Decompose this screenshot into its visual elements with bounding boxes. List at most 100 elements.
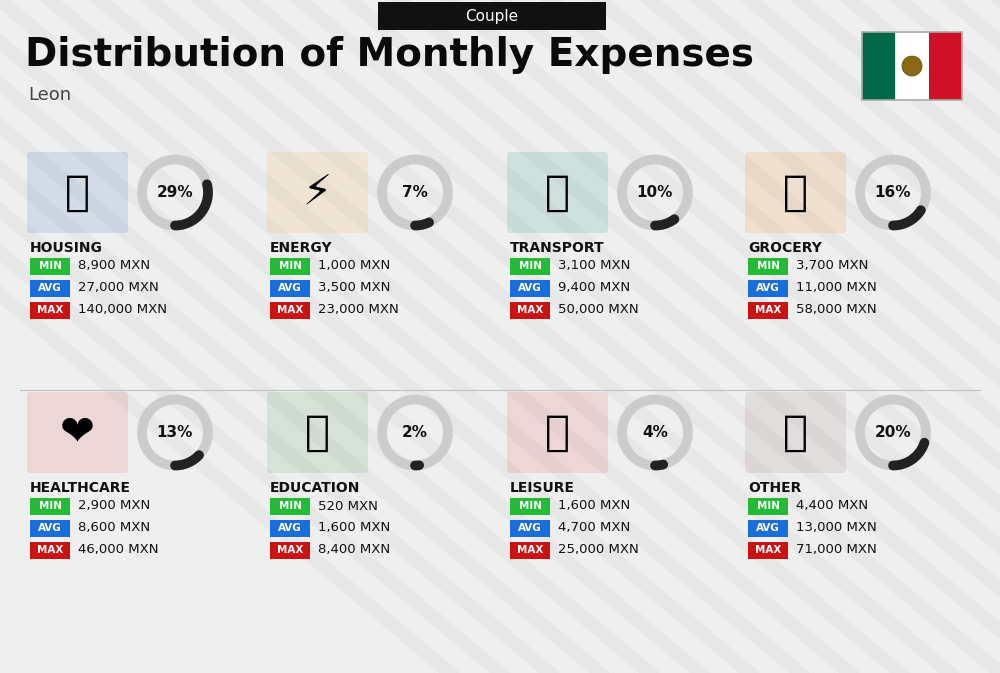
- Text: MIN: MIN: [757, 501, 780, 511]
- Text: 23,000 MXN: 23,000 MXN: [318, 304, 399, 316]
- FancyBboxPatch shape: [378, 2, 606, 30]
- Text: 9,400 MXN: 9,400 MXN: [558, 281, 630, 295]
- FancyBboxPatch shape: [748, 302, 788, 318]
- Text: 🚌: 🚌: [545, 172, 570, 213]
- FancyBboxPatch shape: [270, 302, 310, 318]
- Text: AVG: AVG: [38, 283, 62, 293]
- FancyBboxPatch shape: [270, 497, 310, 514]
- Text: AVG: AVG: [278, 523, 302, 533]
- Text: 13,000 MXN: 13,000 MXN: [796, 522, 877, 534]
- FancyBboxPatch shape: [748, 520, 788, 536]
- Text: MAX: MAX: [37, 545, 63, 555]
- Text: MAX: MAX: [277, 305, 303, 315]
- Text: 2,900 MXN: 2,900 MXN: [78, 499, 150, 513]
- Text: EDUCATION: EDUCATION: [270, 481, 360, 495]
- FancyBboxPatch shape: [748, 542, 788, 559]
- FancyBboxPatch shape: [745, 152, 846, 233]
- FancyBboxPatch shape: [270, 520, 310, 536]
- FancyBboxPatch shape: [510, 497, 550, 514]
- Text: 4,400 MXN: 4,400 MXN: [796, 499, 868, 513]
- Text: 58,000 MXN: 58,000 MXN: [796, 304, 877, 316]
- Text: 27,000 MXN: 27,000 MXN: [78, 281, 159, 295]
- Circle shape: [902, 56, 922, 76]
- Text: MAX: MAX: [277, 545, 303, 555]
- Text: Distribution of Monthly Expenses: Distribution of Monthly Expenses: [25, 36, 754, 74]
- Text: MAX: MAX: [517, 545, 543, 555]
- Text: 16%: 16%: [875, 185, 911, 200]
- Text: 140,000 MXN: 140,000 MXN: [78, 304, 167, 316]
- Text: TRANSPORT: TRANSPORT: [510, 241, 605, 255]
- Text: MAX: MAX: [755, 305, 781, 315]
- FancyBboxPatch shape: [30, 279, 70, 297]
- Text: 8,400 MXN: 8,400 MXN: [318, 544, 390, 557]
- Text: 🛒: 🛒: [783, 172, 808, 213]
- FancyBboxPatch shape: [507, 152, 608, 233]
- Text: HEALTHCARE: HEALTHCARE: [30, 481, 131, 495]
- Text: 8,900 MXN: 8,900 MXN: [78, 260, 150, 273]
- Text: Leon: Leon: [28, 86, 71, 104]
- Text: MIN: MIN: [518, 501, 542, 511]
- Text: 11,000 MXN: 11,000 MXN: [796, 281, 877, 295]
- Text: HOUSING: HOUSING: [30, 241, 103, 255]
- FancyBboxPatch shape: [27, 392, 128, 473]
- FancyBboxPatch shape: [270, 258, 310, 275]
- Text: MIN: MIN: [38, 261, 62, 271]
- FancyBboxPatch shape: [270, 542, 310, 559]
- Text: ⚡: ⚡: [303, 172, 332, 213]
- Text: ENERGY: ENERGY: [270, 241, 333, 255]
- Text: MIN: MIN: [518, 261, 542, 271]
- Text: 520 MXN: 520 MXN: [318, 499, 378, 513]
- FancyBboxPatch shape: [267, 152, 368, 233]
- Text: AVG: AVG: [518, 523, 542, 533]
- FancyBboxPatch shape: [748, 258, 788, 275]
- Text: MIN: MIN: [757, 261, 780, 271]
- Text: 3,500 MXN: 3,500 MXN: [318, 281, 390, 295]
- Text: 4%: 4%: [642, 425, 668, 440]
- Text: 🛍: 🛍: [545, 411, 570, 454]
- FancyBboxPatch shape: [748, 279, 788, 297]
- Text: 71,000 MXN: 71,000 MXN: [796, 544, 877, 557]
- Text: AVG: AVG: [756, 283, 780, 293]
- FancyBboxPatch shape: [267, 392, 368, 473]
- FancyBboxPatch shape: [510, 258, 550, 275]
- Text: MAX: MAX: [517, 305, 543, 315]
- Text: 1,600 MXN: 1,600 MXN: [318, 522, 390, 534]
- FancyBboxPatch shape: [895, 32, 929, 100]
- Text: 25,000 MXN: 25,000 MXN: [558, 544, 639, 557]
- FancyBboxPatch shape: [30, 542, 70, 559]
- Text: 4,700 MXN: 4,700 MXN: [558, 522, 630, 534]
- Text: 20%: 20%: [875, 425, 911, 440]
- Text: 🎓: 🎓: [305, 411, 330, 454]
- FancyBboxPatch shape: [30, 497, 70, 514]
- Text: 💼: 💼: [783, 411, 808, 454]
- Text: AVG: AVG: [278, 283, 302, 293]
- Text: MAX: MAX: [755, 545, 781, 555]
- FancyBboxPatch shape: [510, 542, 550, 559]
- FancyBboxPatch shape: [510, 279, 550, 297]
- Text: 7%: 7%: [402, 185, 428, 200]
- FancyBboxPatch shape: [30, 258, 70, 275]
- Text: 3,100 MXN: 3,100 MXN: [558, 260, 630, 273]
- Text: 13%: 13%: [157, 425, 193, 440]
- Text: MIN: MIN: [278, 501, 302, 511]
- Text: MAX: MAX: [37, 305, 63, 315]
- FancyBboxPatch shape: [27, 152, 128, 233]
- Text: GROCERY: GROCERY: [748, 241, 822, 255]
- FancyBboxPatch shape: [30, 520, 70, 536]
- FancyBboxPatch shape: [510, 302, 550, 318]
- Text: ❤: ❤: [60, 411, 95, 454]
- FancyBboxPatch shape: [507, 392, 608, 473]
- Text: MIN: MIN: [278, 261, 302, 271]
- Text: 46,000 MXN: 46,000 MXN: [78, 544, 158, 557]
- FancyBboxPatch shape: [862, 32, 895, 100]
- FancyBboxPatch shape: [510, 520, 550, 536]
- FancyBboxPatch shape: [748, 497, 788, 514]
- Text: AVG: AVG: [38, 523, 62, 533]
- Text: 8,600 MXN: 8,600 MXN: [78, 522, 150, 534]
- Text: MIN: MIN: [38, 501, 62, 511]
- Text: LEISURE: LEISURE: [510, 481, 575, 495]
- Text: 50,000 MXN: 50,000 MXN: [558, 304, 639, 316]
- FancyBboxPatch shape: [745, 392, 846, 473]
- Text: 29%: 29%: [157, 185, 193, 200]
- Text: 3,700 MXN: 3,700 MXN: [796, 260, 868, 273]
